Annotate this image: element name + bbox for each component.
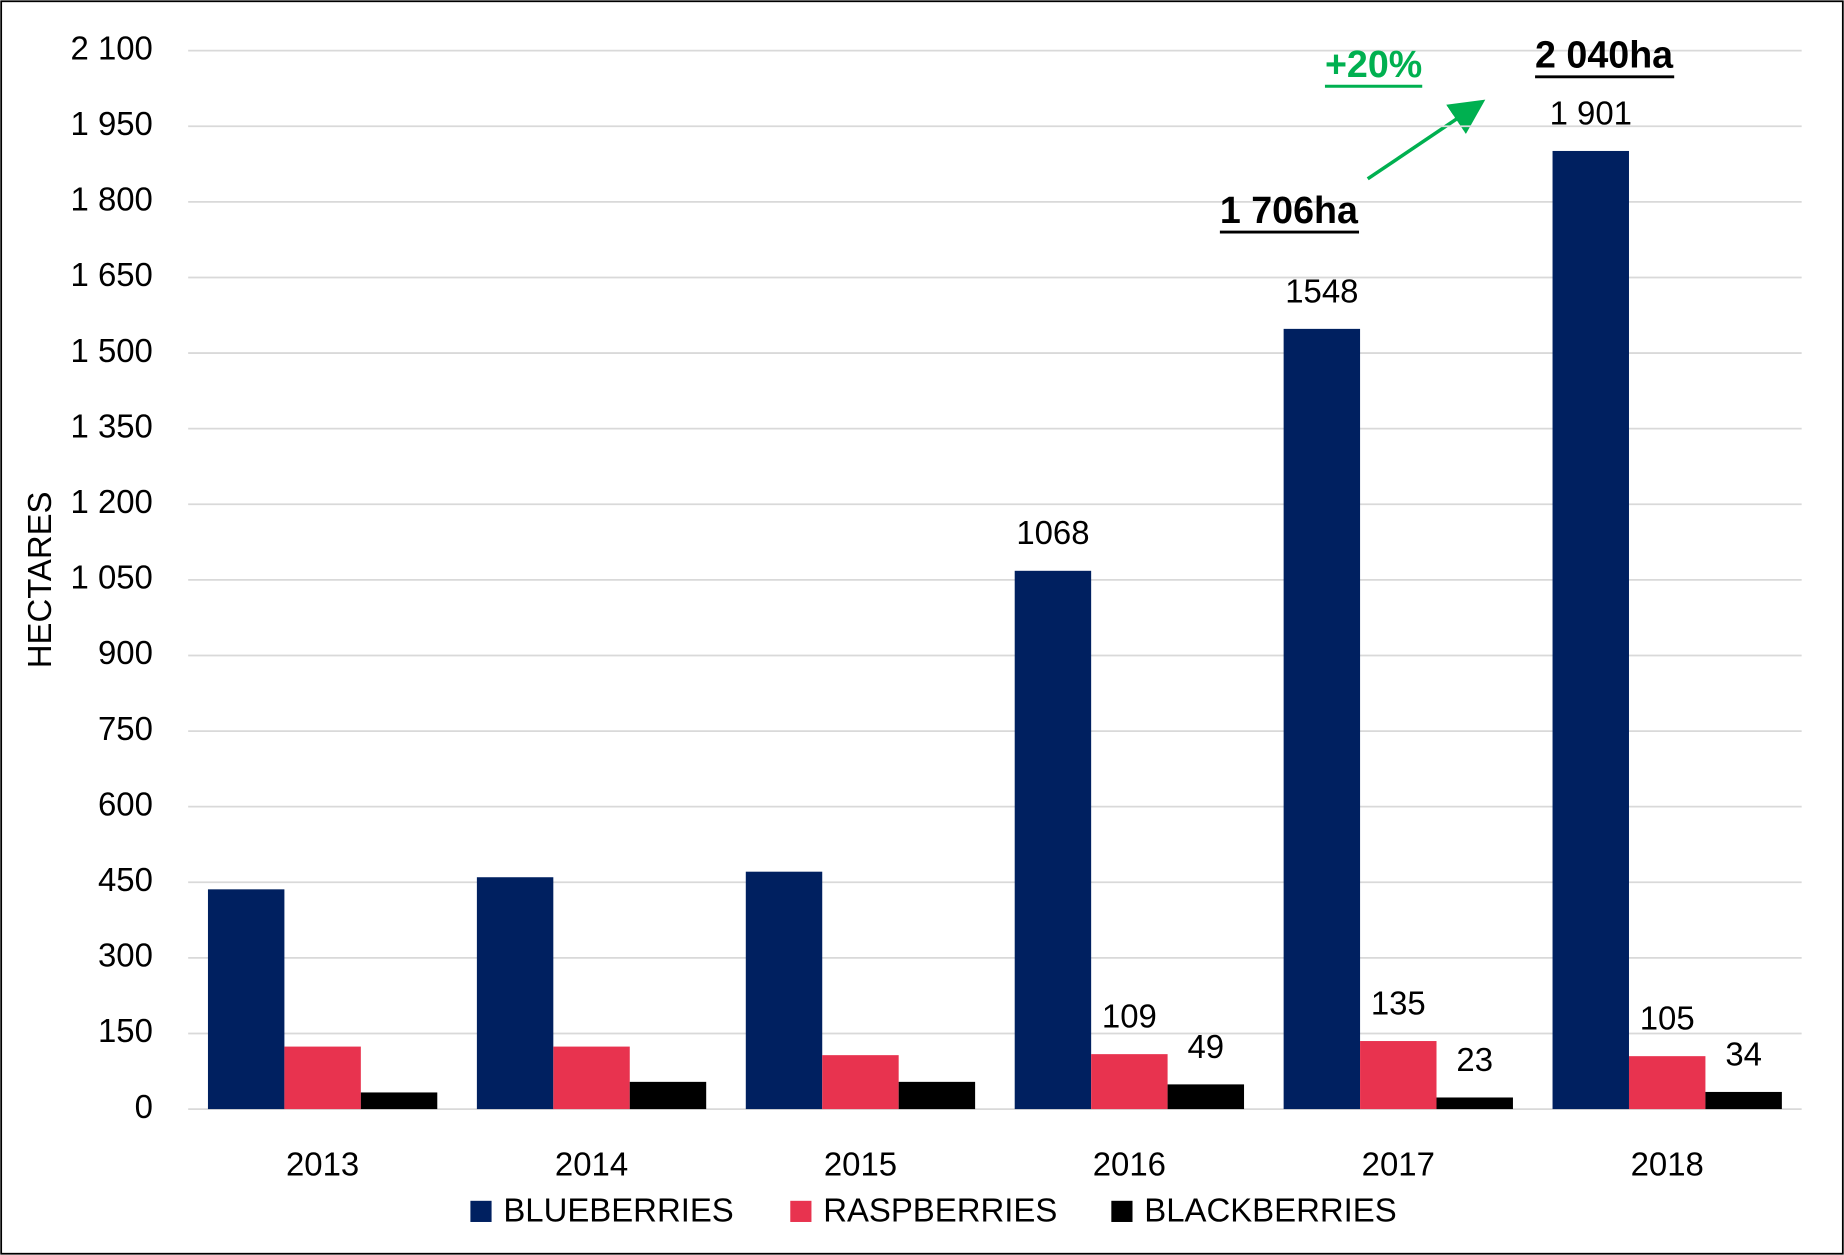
bar: [1628, 1056, 1706, 1110]
y-tick-label: 750: [98, 710, 153, 747]
y-tick-label: 1 950: [71, 105, 153, 142]
data-label: 49: [1188, 1028, 1225, 1065]
data-label: 1 901: [1550, 94, 1632, 131]
y-tick-label: 1 800: [71, 181, 153, 218]
legend-label: BLUEBERRIES: [503, 1191, 733, 1228]
bar: [1091, 1054, 1168, 1110]
bar: [1014, 570, 1092, 1110]
y-tick-label: 150: [98, 1012, 153, 1049]
bar: [1360, 1041, 1437, 1110]
annotation: +20%: [1325, 43, 1422, 85]
y-tick-label: 1 500: [71, 332, 153, 369]
x-tick-label: 2013: [286, 1145, 359, 1182]
y-tick-label: 450: [98, 861, 153, 898]
y-tick-label: 900: [98, 634, 153, 671]
bar: [284, 1046, 361, 1110]
y-tick-label: 1 350: [71, 407, 153, 444]
growth-arrow: [1366, 99, 1486, 181]
y-tick-label: 1 650: [71, 256, 153, 293]
data-label: 23: [1456, 1041, 1493, 1078]
bar: [1167, 1084, 1245, 1110]
data-label: 135: [1371, 984, 1426, 1021]
x-tick-label: 2016: [1093, 1145, 1166, 1182]
bar: [629, 1081, 707, 1110]
bar: [476, 877, 554, 1110]
data-label: 1068: [1016, 514, 1089, 551]
bar: [1283, 328, 1361, 1110]
data-label: 105: [1640, 1000, 1695, 1037]
bar: [898, 1081, 976, 1110]
y-tick-label: 1 200: [71, 483, 153, 520]
data-label: 1548: [1285, 272, 1358, 309]
y-tick-label: 1 050: [71, 559, 153, 596]
annotation: 2 040ha: [1535, 34, 1674, 76]
legend-label: BLACKBERRIES: [1144, 1191, 1396, 1228]
y-axis-label: HECTARES: [21, 491, 58, 668]
annotation: 1 706ha: [1220, 189, 1359, 231]
legend-label: RASPBERRIES: [823, 1191, 1057, 1228]
y-tick-label: 600: [98, 785, 153, 822]
y-tick-label: 2 100: [71, 29, 153, 66]
legend-swatch: [790, 1200, 812, 1222]
y-tick-label: 300: [98, 937, 153, 974]
bar: [207, 889, 285, 1110]
data-label: 34: [1725, 1035, 1762, 1072]
x-tick-label: 2014: [555, 1145, 628, 1182]
bar: [745, 871, 823, 1110]
bar: [1436, 1097, 1513, 1110]
bar: [1705, 1091, 1782, 1110]
data-label: 109: [1102, 998, 1157, 1035]
legend-swatch: [1111, 1200, 1133, 1222]
bar: [1552, 150, 1629, 1110]
legend-swatch: [470, 1200, 492, 1222]
x-tick-label: 2015: [824, 1145, 897, 1182]
x-tick-label: 2017: [1362, 1145, 1435, 1182]
bar: [553, 1046, 630, 1110]
y-tick-label: 0: [135, 1088, 153, 1125]
x-tick-label: 2018: [1631, 1145, 1704, 1182]
bar: [822, 1055, 899, 1110]
bar: [360, 1092, 438, 1110]
